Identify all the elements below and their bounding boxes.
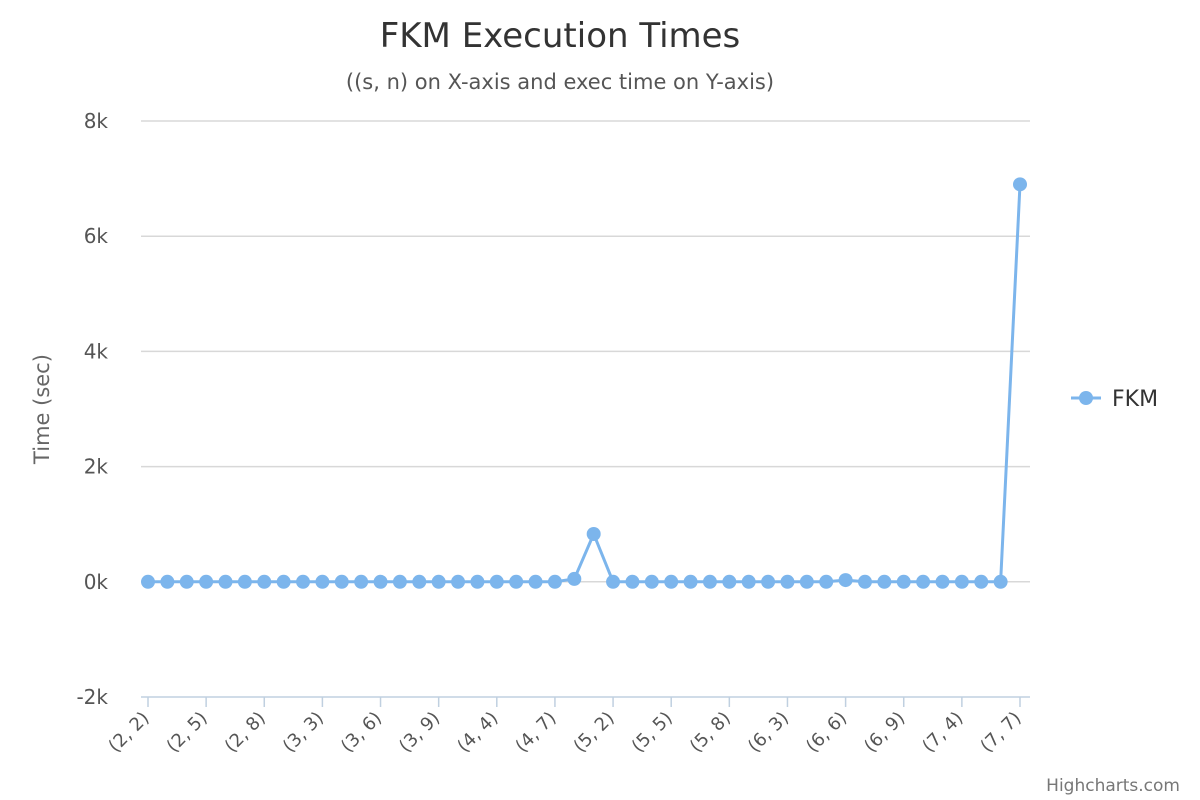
x-tick-label: (5, 5) [628,708,677,757]
credits-link[interactable]: Highcharts.com [1046,776,1180,796]
data-point[interactable] [838,573,853,588]
data-point[interactable] [916,574,931,589]
data-point[interactable] [470,574,485,589]
data-point[interactable] [373,574,388,589]
data-point[interactable] [741,574,756,589]
gridlines [141,120,1030,583]
data-point[interactable] [606,574,621,589]
data-point[interactable] [509,574,524,589]
data-point[interactable] [315,574,330,589]
data-point[interactable] [218,574,233,589]
data-point[interactable] [431,574,446,589]
data-point[interactable] [237,574,252,589]
data-point[interactable] [451,574,466,589]
x-tick-label: (7, 4) [918,708,967,757]
data-point[interactable] [257,574,272,589]
x-tick-label: (2, 5) [163,708,212,757]
data-point[interactable] [625,574,640,589]
x-tick-label: (2, 2) [104,708,153,757]
data-point[interactable] [780,574,795,589]
legend-marker-swatch [1079,391,1093,405]
x-tick-label: (7, 7) [976,708,1025,757]
data-point[interactable] [722,574,737,589]
chart-title: FKM Execution Times [380,16,741,56]
data-point[interactable] [179,574,194,589]
data-point[interactable] [141,574,155,589]
data-point[interactable] [528,574,543,589]
data-point[interactable] [412,574,427,589]
data-point[interactable] [296,574,311,589]
x-tick-label: (4, 7) [511,708,560,757]
data-point[interactable] [547,574,562,589]
chart-subtitle: ((s, n) on X-axis and exec time on Y-axi… [346,70,774,94]
legend-item-fkm[interactable]: FKM [1112,387,1158,412]
data-point[interactable] [877,574,892,589]
x-tick-label: (2, 8) [221,708,270,757]
y-tick-label: 8k [84,109,109,133]
x-tick-label: (6, 3) [744,708,793,757]
series-line [148,184,1022,584]
y-tick-label: -2k [76,685,108,709]
data-point[interactable] [334,574,349,589]
x-tick-label: (3, 3) [279,708,328,757]
x-tick-label: (6, 9) [860,708,909,757]
data-point[interactable] [392,574,407,589]
data-point[interactable] [954,574,969,589]
data-point[interactable] [935,574,950,589]
y-axis-title: Time (sec) [30,354,54,465]
y-tick-label: 6k [84,224,109,248]
data-point[interactable] [683,574,698,589]
data-point[interactable] [199,574,214,589]
data-point[interactable] [896,574,911,589]
y-tick-label: 2k [84,455,109,479]
data-point[interactable] [974,574,989,589]
data-point[interactable] [644,574,659,589]
series-fkm[interactable] [141,177,1027,589]
x-tick-label: (5, 8) [686,708,735,757]
x-tick-label: (4, 4) [453,708,502,757]
data-point[interactable] [489,574,504,589]
data-point[interactable] [664,574,679,589]
y-tick-label: 0k [84,570,109,594]
x-tick-label: (5, 2) [570,708,619,757]
data-point[interactable] [761,574,776,589]
data-point[interactable] [276,574,291,589]
y-axis: -2k 0k 2k 4k 6k 8k [76,109,108,709]
legend[interactable]: FKM [1071,387,1158,412]
data-point[interactable] [857,574,872,589]
data-point[interactable] [702,574,717,589]
x-tick-label: (3, 6) [337,708,386,757]
data-point[interactable] [1013,177,1027,192]
data-point[interactable] [819,574,834,589]
data-point[interactable] [586,526,601,541]
x-tick-label: (6, 6) [802,708,851,757]
data-point[interactable] [567,571,582,586]
data-point[interactable] [354,574,369,589]
data-point[interactable] [799,574,814,589]
data-point[interactable] [160,574,175,589]
x-axis: (2, 2) (2, 5) (2, 8) (3, 3) (3, 6) (3, 9) (4, … [104,696,1030,757]
y-tick-label: 4k [84,339,109,363]
x-tick-label: (3, 9) [395,708,444,757]
data-point[interactable] [993,574,1008,589]
